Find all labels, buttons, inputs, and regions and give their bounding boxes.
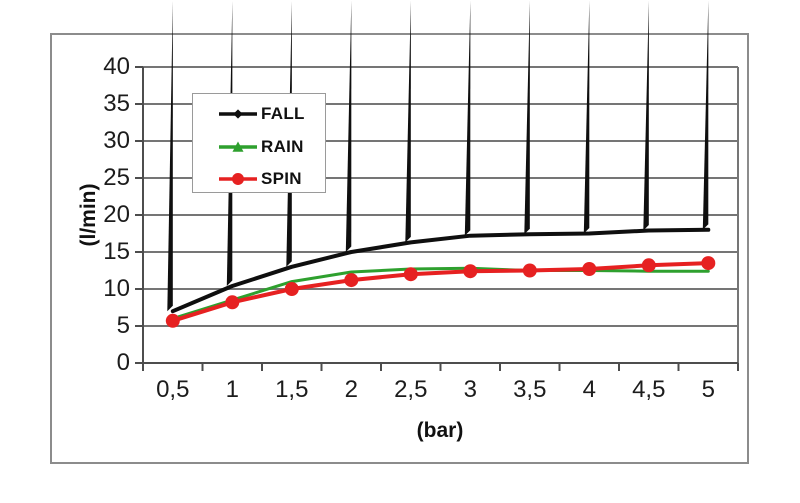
x-tick-label: 3 [463, 376, 477, 403]
triangle-marker-icon [219, 140, 257, 152]
x-tick-label: 4,5 [632, 376, 666, 403]
x-tick-label: 0,5 [156, 376, 190, 403]
y-tick-label: 15 [103, 238, 130, 265]
y-tick-label: 20 [103, 201, 130, 228]
legend-item-spin: SPIN [193, 168, 325, 190]
y-tick-label: 25 [103, 164, 130, 191]
diamond-marker-icon [219, 109, 257, 119]
x-tick-label: 4 [582, 376, 596, 403]
legend-label: RAIN [261, 136, 304, 156]
y-tick-label: 10 [103, 275, 130, 302]
x-tick-label: 2 [344, 376, 358, 403]
x-axis-title: (bar) [416, 419, 464, 442]
legend-item-rain: RAIN [193, 136, 325, 158]
y-tick-label: 30 [103, 127, 130, 154]
x-tick-label: 1,5 [275, 376, 309, 403]
y-tick-label: 0 [116, 349, 130, 376]
x-tick-label: 2,5 [394, 376, 428, 403]
y-tick-label: 5 [116, 312, 130, 339]
legend-label: FALL [261, 104, 305, 123]
y-tick-label: 40 [103, 53, 130, 80]
legend-item-fall: FALL [193, 103, 325, 125]
legend-box: FALL RAIN SPIN [192, 93, 326, 193]
y-tick-label: 35 [103, 90, 130, 117]
legend-label: SPIN [261, 169, 302, 188]
x-tick-label: 3,5 [513, 376, 547, 403]
y-axis-title: (l/min) [77, 183, 100, 247]
x-tick-label: 5 [701, 376, 715, 403]
circle-marker-icon [219, 173, 257, 185]
x-tick-label: 1 [225, 376, 239, 403]
